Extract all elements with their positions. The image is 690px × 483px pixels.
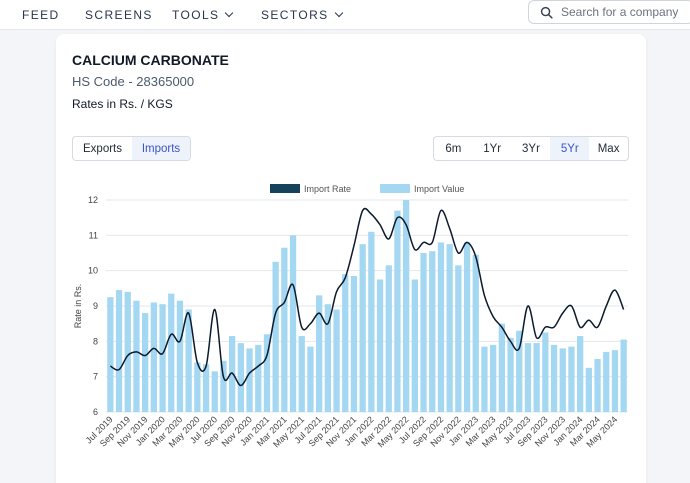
y-tick-label: 12 bbox=[88, 195, 98, 205]
bar bbox=[472, 254, 479, 412]
bar bbox=[437, 242, 445, 412]
bar bbox=[463, 242, 471, 412]
bar bbox=[516, 330, 523, 412]
bar bbox=[368, 231, 375, 412]
bar bbox=[542, 332, 549, 412]
bar bbox=[350, 275, 358, 412]
bar bbox=[490, 344, 497, 412]
bar bbox=[202, 364, 210, 412]
bar bbox=[359, 244, 366, 412]
bar bbox=[342, 274, 349, 412]
range-1yr-button[interactable]: 1Yr bbox=[483, 142, 502, 155]
search-box[interactable] bbox=[528, 0, 690, 24]
product-title: CALCIUM CARBONATE bbox=[72, 52, 229, 68]
bar bbox=[333, 309, 340, 412]
bar bbox=[211, 371, 218, 412]
bar bbox=[150, 302, 157, 412]
bar bbox=[168, 293, 175, 412]
rates-unit-label: Rates in Rs. / KGS bbox=[72, 97, 173, 111]
y-tick-label: 6 bbox=[93, 407, 98, 417]
bar bbox=[107, 297, 114, 412]
bar bbox=[446, 244, 453, 412]
bar bbox=[620, 339, 627, 412]
bar bbox=[263, 334, 271, 412]
bar bbox=[411, 279, 418, 412]
bar bbox=[481, 346, 488, 412]
bar bbox=[385, 265, 392, 412]
bar bbox=[429, 251, 436, 412]
bar bbox=[289, 235, 297, 412]
y-tick-label: 8 bbox=[93, 336, 98, 346]
bar bbox=[594, 359, 601, 412]
bar bbox=[176, 300, 184, 412]
bar bbox=[246, 348, 253, 412]
range-6m-button[interactable]: 6m bbox=[445, 142, 462, 155]
time-range-toggle: 6m 1Yr 3Yr 5Yr Max bbox=[433, 136, 629, 161]
import-rate-line bbox=[110, 207, 625, 387]
bar bbox=[281, 247, 288, 412]
bar bbox=[324, 304, 331, 412]
bar bbox=[498, 323, 505, 412]
product-card: CALCIUM CARBONATE HS Code - 28365000 Rat… bbox=[56, 34, 646, 483]
bar bbox=[220, 360, 227, 412]
search-input[interactable] bbox=[561, 3, 690, 21]
bar bbox=[611, 350, 619, 412]
bar bbox=[124, 291, 131, 412]
bar bbox=[142, 313, 149, 412]
search-icon bbox=[540, 6, 553, 19]
bar bbox=[559, 348, 566, 412]
bar bbox=[133, 300, 140, 412]
trade-direction-toggle: Exports Imports bbox=[72, 136, 191, 161]
bar bbox=[577, 336, 584, 412]
bar bbox=[420, 253, 427, 412]
imports-button[interactable]: Imports bbox=[132, 137, 190, 160]
bar bbox=[585, 367, 592, 412]
legend-swatch bbox=[380, 184, 410, 193]
y-tick-label: 9 bbox=[93, 301, 98, 311]
bar bbox=[115, 290, 123, 412]
y-tick-label: 11 bbox=[89, 230, 98, 240]
range-3yr-button[interactable]: 3Yr bbox=[522, 142, 540, 155]
bar bbox=[159, 304, 166, 412]
bar bbox=[237, 343, 244, 412]
top-navigation-bar: FEED SCREENS TOOLS SECTORS bbox=[0, 0, 690, 30]
bar bbox=[185, 309, 192, 412]
legend-label: Import Rate bbox=[304, 184, 351, 194]
bar bbox=[376, 279, 384, 412]
nav-tools[interactable]: TOOLS bbox=[172, 8, 234, 22]
bar bbox=[194, 362, 201, 412]
bar bbox=[272, 261, 279, 412]
range-max-button[interactable]: Max bbox=[597, 142, 620, 155]
nav-sectors[interactable]: SECTORS bbox=[261, 8, 343, 22]
hs-code: HS Code - 28365000 bbox=[72, 74, 195, 89]
bar bbox=[507, 337, 514, 412]
bar bbox=[307, 346, 314, 412]
nav-feed[interactable]: FEED bbox=[22, 8, 60, 22]
range-5yr-button[interactable]: 5Yr bbox=[550, 137, 590, 160]
y-tick-label: 10 bbox=[88, 266, 98, 276]
exports-button[interactable]: Exports bbox=[83, 142, 122, 155]
y-axis-label: Rate in Rs. bbox=[73, 284, 83, 329]
nav-screens[interactable]: SCREENS bbox=[85, 8, 153, 22]
bar bbox=[403, 200, 410, 412]
bar bbox=[316, 295, 323, 412]
y-tick-label: 7 bbox=[93, 372, 98, 382]
bar bbox=[603, 351, 610, 412]
bar bbox=[568, 346, 575, 412]
bar bbox=[298, 336, 305, 412]
legend-swatch bbox=[270, 184, 300, 193]
bar bbox=[394, 210, 401, 412]
bar bbox=[533, 343, 540, 412]
chevron-down-icon bbox=[334, 8, 343, 18]
bar bbox=[255, 344, 262, 412]
legend-label: Import Value bbox=[414, 184, 464, 194]
bar bbox=[455, 265, 462, 412]
bar bbox=[524, 343, 532, 412]
chevron-down-icon bbox=[225, 8, 234, 18]
bar bbox=[550, 344, 558, 412]
